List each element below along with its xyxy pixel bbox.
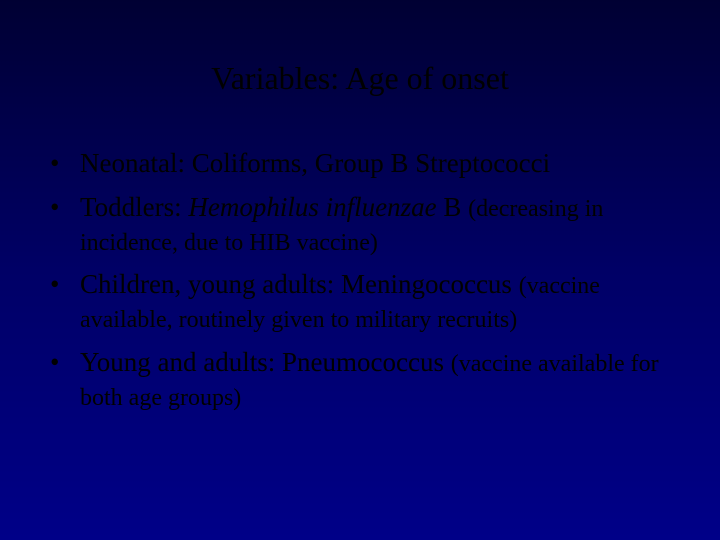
bullet-prefix: Toddlers: bbox=[80, 192, 188, 222]
list-item: Neonatal: Coliforms, Group B Streptococc… bbox=[50, 147, 680, 181]
bullet-list: Neonatal: Coliforms, Group B Streptococc… bbox=[50, 147, 680, 413]
slide: Variables: Age of onset Neonatal: Colifo… bbox=[0, 0, 720, 540]
list-item: Children, young adults: Meningococcus (v… bbox=[50, 268, 680, 336]
bullet-suffix: B bbox=[437, 192, 469, 222]
list-item: Toddlers: Hemophilus influenzae B (decre… bbox=[50, 191, 680, 259]
slide-title: Variables: Age of onset bbox=[40, 60, 680, 97]
bullet-prefix: Neonatal: Coliforms, Group B Streptococc… bbox=[80, 148, 550, 178]
bullet-prefix: Young and adults: Pneumococcus bbox=[80, 347, 451, 377]
list-item: Young and adults: Pneumococcus (vaccine … bbox=[50, 346, 680, 414]
bullet-italic: Hemophilus influenzae bbox=[188, 192, 436, 222]
bullet-prefix: Children, young adults: Meningococcus bbox=[80, 269, 519, 299]
